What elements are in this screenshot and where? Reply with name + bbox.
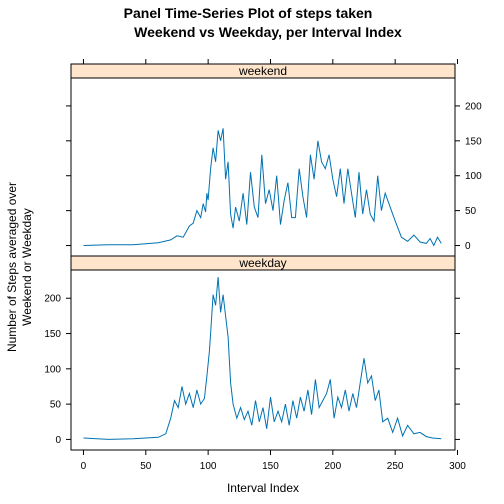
x-tick-label: 200 bbox=[324, 461, 341, 472]
y-tick-label-weekday: 50 bbox=[50, 400, 62, 411]
panel-frame-weekday bbox=[70, 269, 456, 451]
panels-group: weekend 0 50 100 150 200 weekday 0 50 100 150 200 0 5… bbox=[44, 59, 482, 472]
x-tick-label: 0 bbox=[81, 461, 87, 472]
y-tick-label-weekday: 200 bbox=[44, 294, 61, 305]
y-tick-label-weekend: 50 bbox=[465, 206, 477, 217]
x-tick-label: 50 bbox=[140, 461, 152, 472]
series-line-weekday bbox=[83, 277, 442, 440]
y-tick-label-weekend: 200 bbox=[465, 101, 482, 112]
y-axis-label-line2: Weekend or Weekday bbox=[20, 208, 34, 326]
y-tick-label-weekday: 0 bbox=[55, 435, 61, 446]
x-tick-label: 100 bbox=[200, 461, 217, 472]
x-tick-label: 250 bbox=[387, 461, 404, 472]
chart-title-line2: Weekend vs Weekday, per Interval Index bbox=[134, 24, 402, 40]
x-tick-label: 150 bbox=[262, 461, 279, 472]
y-tick-label-weekday: 150 bbox=[44, 329, 61, 340]
y-tick-label-weekend: 150 bbox=[465, 136, 482, 147]
y-tick-label-weekday: 100 bbox=[44, 364, 61, 375]
x-axis-label: Interval Index bbox=[227, 481, 299, 495]
y-tick-label-weekend: 0 bbox=[465, 241, 471, 252]
y-tick-label-weekend: 100 bbox=[465, 171, 482, 182]
x-tick-label: 300 bbox=[449, 461, 466, 472]
strip-label-weekday: weekday bbox=[238, 256, 286, 270]
y-axis-label-line1: Number of Steps averaged over bbox=[5, 182, 19, 352]
chart-title-line1: Panel Time-Series Plot of steps taken bbox=[124, 5, 373, 21]
series-line-weekend bbox=[83, 128, 442, 247]
strip-label-weekend: weekend bbox=[238, 64, 287, 78]
